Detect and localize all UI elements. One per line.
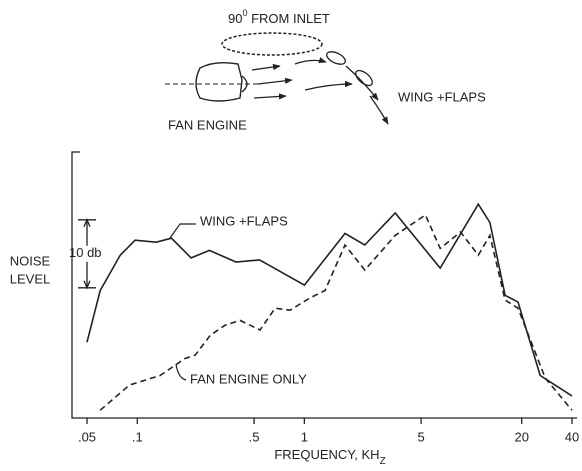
angle-label: 900 FROM INLET bbox=[228, 8, 330, 26]
series-line bbox=[86, 202, 573, 397]
flow-arrow bbox=[345, 65, 379, 101]
flow-arrow bbox=[257, 77, 293, 85]
axes bbox=[71, 151, 577, 419]
x-tick-label: .05 bbox=[78, 429, 96, 444]
x-tick-label: 20 bbox=[514, 429, 528, 444]
engine bbox=[195, 61, 243, 102]
series-label: WING +FLAPS bbox=[200, 213, 288, 228]
series-label: FAN ENGINE ONLY bbox=[190, 371, 307, 386]
scale-label: 10 db bbox=[69, 245, 102, 260]
engine-diagram: 900 FROM INLET WING +FLAPS FAN ENGINE bbox=[165, 8, 486, 132]
leader-line bbox=[169, 223, 196, 239]
flap bbox=[355, 69, 373, 87]
flow-arrow bbox=[251, 63, 281, 71]
flow-arrow bbox=[294, 57, 327, 65]
flow-arrow bbox=[253, 93, 287, 100]
x-tick-label: 40 bbox=[565, 429, 579, 444]
leader-line bbox=[175, 363, 187, 381]
scale-arrows bbox=[83, 218, 91, 290]
wing-label: WING +FLAPS bbox=[398, 89, 486, 104]
x-tick-label: 1 bbox=[301, 429, 308, 444]
engine-label: FAN ENGINE bbox=[168, 117, 247, 132]
y-label: LEVEL bbox=[10, 271, 50, 286]
y-label: NOISE bbox=[10, 253, 51, 268]
flow-arrow bbox=[304, 80, 353, 91]
x-tick-label: .5 bbox=[249, 429, 260, 444]
flow-arrow bbox=[369, 95, 389, 125]
x-label: FREQUENCY, KHZ bbox=[274, 447, 385, 466]
wing bbox=[221, 32, 323, 56]
x-tick-label: 5 bbox=[418, 429, 425, 444]
chart: NOISE LEVEL FREQUENCY, KHZ bbox=[10, 151, 577, 467]
series-line bbox=[99, 213, 573, 411]
x-tick-label: .1 bbox=[132, 429, 143, 444]
flap bbox=[326, 51, 346, 65]
